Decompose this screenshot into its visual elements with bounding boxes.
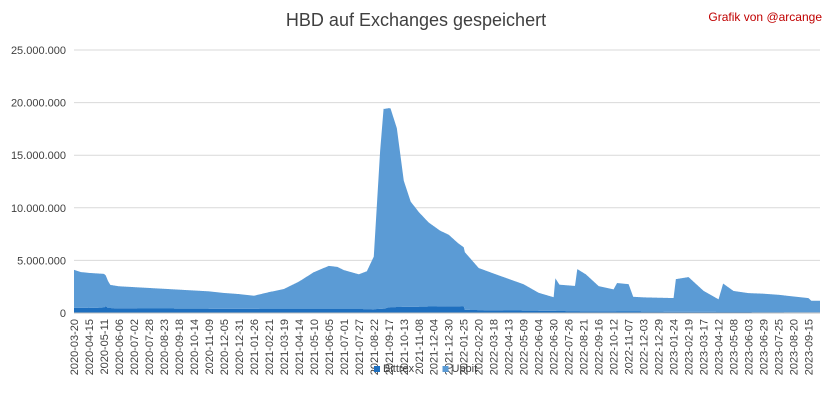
legend-swatch-upbit [442,366,449,372]
x-tick-label: 2020-10-14 [189,319,201,375]
legend-swatch-bittrex [374,366,380,372]
x-tick-label: 2022-10-12 [609,319,621,375]
chart-title: HBD auf Exchanges gespeichert [285,10,547,30]
area-layer [74,108,820,313]
x-tick-label: 2020-12-05 [219,319,231,375]
x-tick-label: 2021-06-05 [324,319,336,375]
x-tick-label: 2021-04-14 [294,319,306,375]
x-tick-label: 2022-12-03 [639,319,651,375]
x-tick-label: 2020-06-06 [114,319,126,375]
x-tick-label: 2021-02-21 [264,319,276,375]
x-tick-label: 2023-02-19 [684,319,696,375]
x-tick-label: 2023-03-17 [699,319,711,375]
x-tick-label: 2021-07-01 [339,319,351,375]
x-tick-label: 2022-04-13 [504,319,516,375]
x-tick-label: 2020-05-11 [99,319,111,374]
x-tick-label: 2022-01-25 [459,319,471,375]
legend-label-upbit: Upbit [452,363,478,375]
y-tick-label: 10.000.000 [11,203,66,215]
x-tick-label: 2020-09-18 [174,319,186,375]
x-tick-label: 2021-12-30 [444,319,456,375]
y-tick-label: 5.000.000 [17,255,66,267]
x-tick-label: 2020-11-09 [204,319,216,374]
x-tick-label: 2023-04-12 [714,319,726,375]
x-tick-label: 2022-12-29 [654,319,666,375]
x-tick-label: 2020-08-23 [159,319,171,375]
legend: Bittrex Upbit [374,363,477,375]
x-tick-label: 2021-07-27 [354,319,366,375]
x-tick-label: 2022-05-09 [519,319,531,375]
x-tick-label: 2023-07-25 [773,319,785,375]
y-tick-label: 25.000.000 [11,45,66,57]
x-tick-label: 2021-05-10 [309,319,321,375]
x-tick-label: 2021-08-22 [369,319,381,375]
y-tick-label: 20.000.000 [11,98,66,110]
x-tick-label: 2021-10-13 [399,319,411,375]
legend-label-bittrex: Bittrex [383,363,415,375]
x-tick-label: 2020-03-20 [69,319,81,375]
x-tick-label: 2023-06-03 [744,319,756,375]
x-tick-label: 2022-07-26 [564,319,576,375]
x-tick-label: 2022-06-04 [534,319,546,375]
x-tick-label: 2022-11-07 [624,319,636,374]
x-tick-label: 2020-07-28 [144,319,156,375]
x-tick-label: 2021-01-26 [249,319,261,375]
x-tick-label: 2022-08-21 [579,319,591,375]
x-tick-label: 2023-08-20 [788,319,800,375]
x-tick-label: 2020-04-15 [84,319,96,375]
x-tick-label: 2020-07-02 [129,319,141,375]
x-tick-label: 2022-03-18 [489,319,501,375]
chart-credit: Grafik von @arcange [708,10,822,24]
series-area-upbit [74,108,820,313]
y-tick-label: 0 [60,308,66,320]
x-tick-label: 2022-06-30 [549,319,561,375]
y-tick-label: 15.000.000 [11,150,66,162]
x-tick-label: 2022-02-20 [474,319,486,375]
x-tick-label: 2023-09-15 [803,319,815,375]
x-tick-label: 2021-12-04 [429,319,441,375]
series-area-bittrex [74,306,820,313]
x-tick-label: 2021-11-08 [414,319,426,374]
x-tick-label: 2023-06-29 [759,319,771,375]
axis-layer: 0 5.000.000 10.000.000 15.000.000 20.000.000… [11,45,820,375]
x-tick-label: 2020-12-31 [234,319,246,375]
x-tick-label: 2023-01-24 [669,319,681,375]
x-tick-label: 2021-03-19 [279,319,291,375]
x-tick-label: 2023-05-08 [729,319,741,375]
x-tick-label: 2021-09-17 [384,319,396,375]
x-tick-label: 2022-09-16 [594,319,606,375]
